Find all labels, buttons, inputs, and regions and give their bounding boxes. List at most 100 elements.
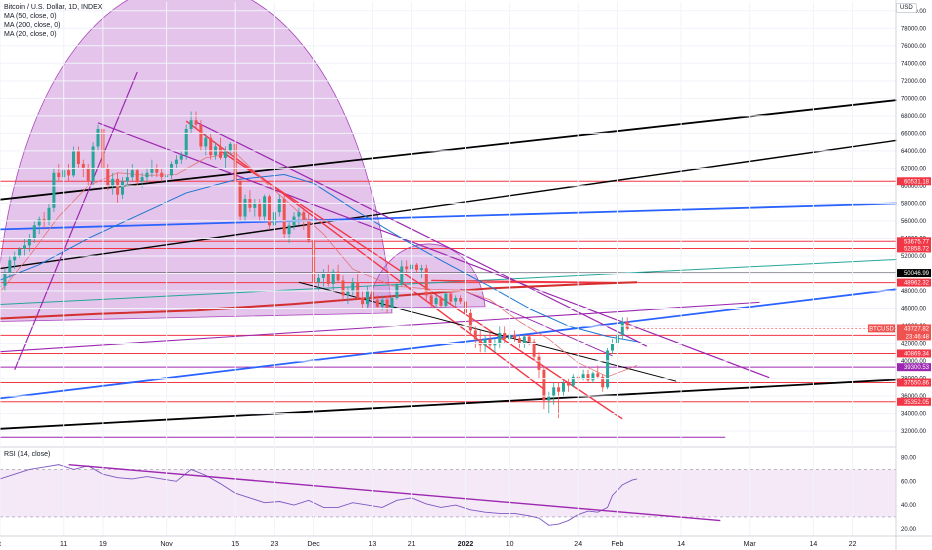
candle [287,220,291,243]
price-level-value: 50046.99 [904,271,930,277]
candle [459,295,463,305]
candle-body [42,219,46,221]
candle-body [366,290,369,305]
candle-body [287,225,291,235]
last-price-tag [897,324,931,341]
candle-body [155,168,159,173]
candle [375,295,379,309]
candle [67,164,71,182]
price-tick-label: 66000.00 [901,131,927,137]
candle-body [606,350,610,388]
price-tick-label: 40000.00 [901,359,927,365]
price-level-label: 39300.53 [897,363,931,372]
candle-body [302,212,306,221]
candle [111,172,115,195]
candle [27,234,31,252]
price-tick-label: 58000.00 [901,201,927,207]
candle [179,150,183,165]
candle [189,111,193,134]
candle-body [57,172,61,178]
candle [557,382,561,418]
price-level-tag [897,349,931,358]
candle-body [424,268,428,296]
candle [429,290,433,309]
candle-body [72,150,75,176]
candle-body [219,146,222,158]
candle-body [331,271,335,284]
candle [170,161,173,179]
candle [346,286,350,305]
candle-body [625,321,629,329]
price-tick-label: 48000.00 [901,289,927,295]
candle-body [263,196,267,217]
candle [434,295,438,309]
trend-line [0,139,897,270]
price-tick-label: 76000.00 [901,44,927,50]
candle-body [0,285,2,287]
candle [145,168,149,182]
price-tick-label: 56000.00 [901,219,927,225]
candle-body [160,172,164,178]
candle [302,207,306,230]
candle-body [429,295,433,305]
candle-body [336,271,340,281]
candle [130,164,134,182]
currency-badge[interactable]: USD [896,3,917,13]
candle [444,290,448,309]
candle [8,255,12,278]
rsi-trend-line [68,463,721,522]
candle [238,177,242,221]
rsi-tick-label: 20.00 [901,527,917,533]
time-tick-label: 21 [408,541,416,548]
legend-ma50: MA (50, close, 0) [4,13,57,20]
price-level-tag [897,378,931,387]
candle [37,216,41,235]
trend-line [0,378,897,430]
price-level-value: 52858.72 [904,246,930,252]
candle-body [76,150,80,165]
candle-body [86,168,90,182]
candle-body [557,387,561,392]
candle-body [562,382,565,392]
last-price-badge: BTCUSD 43727.82 23:46:48 [868,324,931,341]
candle-body [238,181,242,217]
candle-body [52,172,56,208]
candle-body [321,273,325,278]
candle-body [27,238,31,246]
price-tick-label: 72000.00 [901,79,927,85]
price-level-tag [897,278,931,287]
candle [552,382,556,405]
price-tick-label: 34000.00 [901,412,927,418]
candle [532,339,536,362]
candle [243,194,247,221]
candle-body [419,268,423,270]
candle-body [125,177,129,182]
candle [405,260,409,274]
symbol-label: BTCUSD [869,326,894,332]
candle-body [91,146,95,182]
candle [547,391,551,414]
time-tick-label: 14 [677,541,685,548]
price-level-value: 60531.18 [904,179,930,185]
price-tick-label: 46000.00 [901,307,927,313]
price-tick-label: 78000.00 [901,26,927,32]
rsi-tick-label: 40.00 [901,503,917,509]
price-tick-label: 62000.00 [901,166,927,172]
candle-body [537,356,541,370]
time-tick-label: 2022 [458,541,474,548]
candle [297,207,301,226]
time-tick-label: 14 [810,541,818,548]
price-level-value: 35352.05 [904,400,930,406]
candle [209,133,213,160]
candle [194,111,198,129]
candle [228,142,232,156]
candle-body [47,207,51,221]
candle-body [199,124,203,147]
candle [317,273,320,291]
time-tick-label: Nov [160,541,173,548]
candle-body [326,273,330,284]
candle [155,164,159,178]
trend-line [0,258,897,306]
candle-body [13,255,17,261]
